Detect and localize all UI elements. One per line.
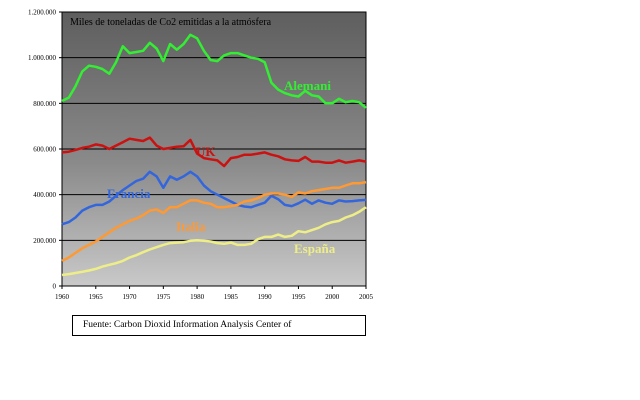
series-label-uk: UK (196, 144, 216, 159)
x-tick-label: 1990 (258, 293, 273, 301)
y-tick-label: 800.000 (33, 100, 56, 108)
y-tick-labels: 0 200.000 400.000 600.000 800.000 1.000.000 1.… (28, 9, 62, 291)
y-tick-label: 1.200.000 (28, 9, 57, 17)
y-tick-label: 200.000 (33, 237, 56, 245)
series-line-alemani (61, 33, 367, 109)
y-tick-label: 0 (53, 283, 57, 291)
series-line-uk (61, 136, 367, 168)
series-line-francia (61, 170, 367, 226)
x-tick-label: 1970 (123, 293, 138, 301)
x-tick-label: 1975 (156, 293, 171, 301)
x-tick-label: 1965 (89, 293, 104, 301)
series-line-espaa (61, 206, 367, 277)
source-text: Fuente: Carbon Dioxid Information Analys… (83, 320, 292, 330)
x-tick-label: 1985 (224, 293, 239, 301)
x-tick-label: 1980 (190, 293, 205, 301)
y-tick-label: 400.000 (33, 191, 56, 199)
x-tick-label: 2005 (359, 293, 374, 301)
series-label-espaa: España (294, 241, 336, 256)
x-tick-labels: 1960 1965 1970 1975 1980 1985 1990 1995 2000 2005 (55, 286, 374, 301)
series-label-alemani: Alemani (284, 78, 331, 93)
x-tick-label: 1960 (55, 293, 70, 301)
x-tick-label: 2000 (325, 293, 340, 301)
x-tick-label: 1995 (291, 293, 306, 301)
series-label-francia: Francia (107, 186, 151, 201)
chart-note: Miles de toneladas de Co2 emitidas a la … (70, 17, 272, 28)
series-labels: Alemani UK Francia Italia España (107, 78, 336, 256)
series-lines (61, 33, 367, 277)
gridlines (62, 11, 366, 241)
y-tick-label: 600.000 (33, 146, 56, 154)
series-line-italia (61, 180, 367, 263)
series-label-italia: Italia (176, 219, 206, 234)
y-tick-label: 1.000.000 (28, 54, 57, 62)
source-box: Fuente: Carbon Dioxid Information Analys… (72, 315, 366, 336)
